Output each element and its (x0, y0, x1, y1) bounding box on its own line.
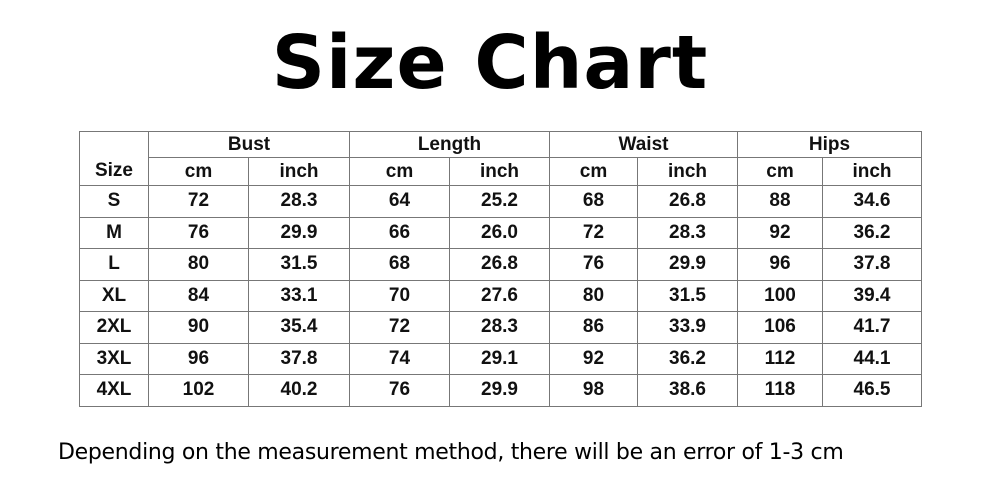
measurement-cell: 90 (148, 311, 249, 344)
bust-header: Bust (148, 131, 350, 158)
measurement-cell: 118 (737, 374, 823, 407)
group-header-row: Size Bust Length Waist Hips (79, 131, 922, 186)
unit-header: cm (148, 157, 249, 186)
waist-header: Waist (549, 131, 738, 158)
measurement-cell: 92 (737, 216, 823, 249)
table-row: 4XL 102 40.2 76 29.9 98 38.6 118 46.5 (79, 374, 922, 407)
measurement-cell: 31.5 (637, 279, 738, 312)
unit-header: cm (737, 157, 823, 186)
measurement-cell: 37.8 (248, 342, 350, 375)
measurement-cell: 88 (737, 185, 823, 218)
measurement-cell: 72 (549, 216, 638, 249)
measurement-cell: 92 (549, 342, 638, 375)
table-row: S 72 28.3 64 25.2 68 26.8 88 34.6 (79, 185, 922, 218)
measurement-cell: 76 (148, 216, 249, 249)
size-cell: S (79, 185, 149, 218)
measurement-cell: 36.2 (637, 342, 738, 375)
unit-header: inch (248, 157, 350, 186)
measurement-cell: 102 (148, 374, 249, 407)
measurement-cell: 25.2 (449, 185, 550, 218)
page-title: Size Chart (271, 20, 709, 106)
unit-header: inch (822, 157, 922, 186)
measurement-cell: 35.4 (248, 311, 350, 344)
measurement-cell: 34.6 (822, 185, 922, 218)
measurement-cell: 29.9 (449, 374, 550, 407)
length-header: Length (349, 131, 550, 158)
size-header: Size (79, 131, 149, 186)
measurement-cell: 68 (349, 248, 450, 281)
measurement-cell: 29.9 (248, 216, 350, 249)
measurement-cell: 36.2 (822, 216, 922, 249)
table-row: L 80 31.5 68 26.8 76 29.9 96 37.8 (79, 248, 922, 281)
unit-header: inch (449, 157, 550, 186)
table-row: 2XL 90 35.4 72 28.3 86 33.9 106 41.7 (79, 311, 922, 344)
size-cell: 3XL (79, 342, 149, 375)
table-row: M 76 29.9 66 26.0 72 28.3 92 36.2 (79, 216, 922, 249)
measurement-cell: 96 (148, 342, 249, 375)
table-row: 3XL 96 37.8 74 29.1 92 36.2 112 44.1 (79, 342, 922, 375)
size-chart-table: Size Bust Length Waist Hips cm inch cm i… (79, 131, 922, 407)
measurement-cell: 84 (148, 279, 249, 312)
measurement-cell: 37.8 (822, 248, 922, 281)
size-cell: M (79, 216, 149, 249)
unit-header-row: cm inch cm inch cm inch cm inch (80, 157, 922, 186)
hips-header: Hips (737, 131, 922, 158)
size-cell: L (79, 248, 149, 281)
unit-header: cm (549, 157, 638, 186)
measurement-cell: 46.5 (822, 374, 922, 407)
measurement-cell: 66 (349, 216, 450, 249)
measurement-cell: 72 (349, 311, 450, 344)
measurement-cell: 76 (549, 248, 638, 281)
measurement-cell: 31.5 (248, 248, 350, 281)
measurement-cell: 72 (148, 185, 249, 218)
measurement-cell: 27.6 (449, 279, 550, 312)
measurement-note: Depending on the measurement method, the… (58, 440, 844, 465)
size-cell: 2XL (79, 311, 149, 344)
measurement-cell: 100 (737, 279, 823, 312)
measurement-cell: 112 (737, 342, 823, 375)
unit-header: cm (349, 157, 450, 186)
measurement-cell: 68 (549, 185, 638, 218)
measurement-cell: 26.0 (449, 216, 550, 249)
measurement-cell: 86 (549, 311, 638, 344)
measurement-cell: 41.7 (822, 311, 922, 344)
measurement-cell: 80 (148, 248, 249, 281)
measurement-cell: 76 (349, 374, 450, 407)
size-cell: XL (79, 279, 149, 312)
measurement-cell: 26.8 (449, 248, 550, 281)
table-row: XL 84 33.1 70 27.6 80 31.5 100 39.4 (79, 279, 922, 312)
measurement-cell: 29.9 (637, 248, 738, 281)
measurement-cell: 26.8 (637, 185, 738, 218)
measurement-cell: 33.9 (637, 311, 738, 344)
measurement-cell: 64 (349, 185, 450, 218)
measurement-cell: 28.3 (637, 216, 738, 249)
measurement-cell: 40.2 (248, 374, 350, 407)
measurement-cell: 70 (349, 279, 450, 312)
measurement-cell: 80 (549, 279, 638, 312)
measurement-cell: 96 (737, 248, 823, 281)
measurement-cell: 28.3 (248, 185, 350, 218)
measurement-cell: 39.4 (822, 279, 922, 312)
measurement-cell: 44.1 (822, 342, 922, 375)
size-cell: 4XL (79, 374, 149, 407)
measurement-cell: 33.1 (248, 279, 350, 312)
measurement-cell: 98 (549, 374, 638, 407)
measurement-cell: 38.6 (637, 374, 738, 407)
measurement-cell: 106 (737, 311, 823, 344)
measurement-cell: 29.1 (449, 342, 550, 375)
unit-header: inch (637, 157, 738, 186)
measurement-cell: 74 (349, 342, 450, 375)
measurement-cell: 28.3 (449, 311, 550, 344)
